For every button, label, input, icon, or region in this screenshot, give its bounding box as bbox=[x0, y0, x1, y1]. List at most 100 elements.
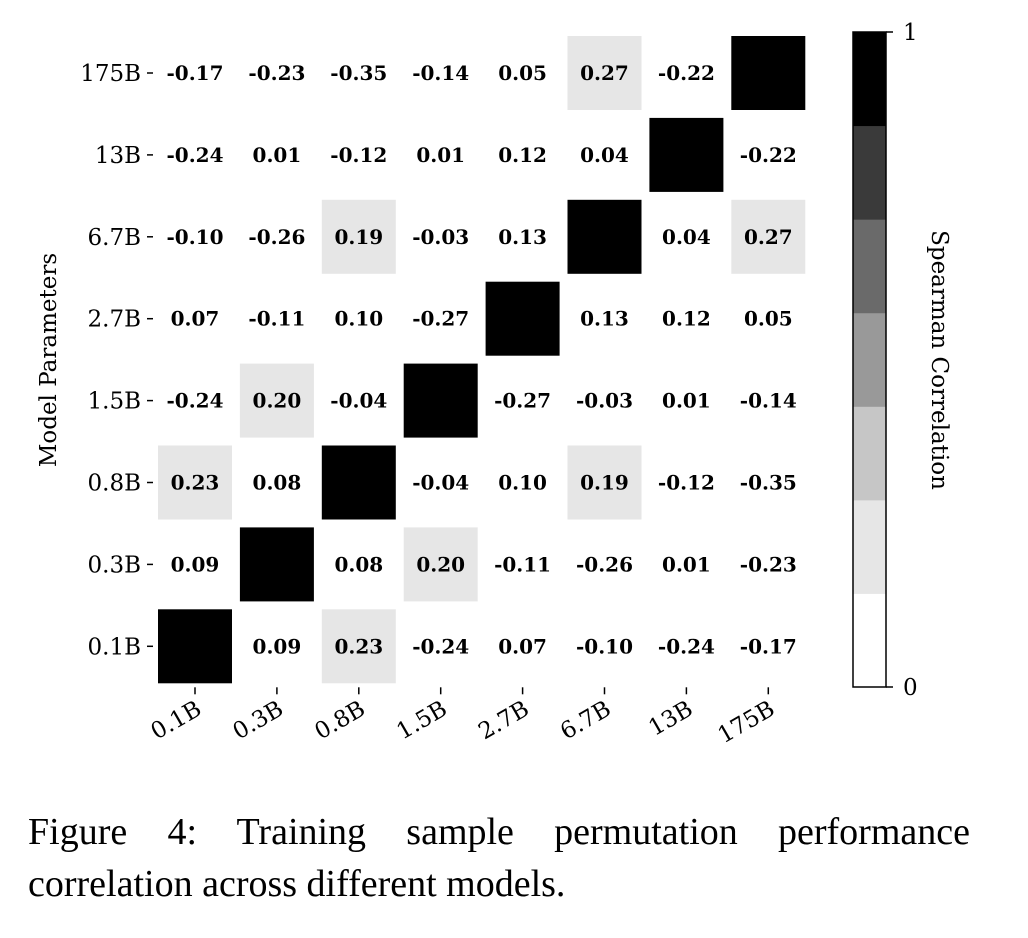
y-tick-label: 1.5B bbox=[88, 389, 141, 415]
heatmap-cell bbox=[485, 609, 560, 684]
cell-value-label: -0.27 bbox=[412, 307, 469, 331]
heatmap-cell bbox=[731, 199, 806, 274]
cell-value-label: -0.24 bbox=[166, 389, 223, 413]
cell-value-label: 0.20 bbox=[416, 552, 465, 576]
colorbar-tick-label: 0 bbox=[903, 675, 918, 701]
heatmap-cell bbox=[403, 199, 478, 274]
heatmap-cell bbox=[731, 527, 806, 602]
y-tick-label: 2.7B bbox=[88, 307, 141, 333]
heatmap-cell bbox=[321, 527, 396, 602]
colorbar-segment bbox=[853, 499, 886, 594]
heatmap-cell bbox=[403, 363, 478, 438]
heatmap-cell bbox=[239, 281, 314, 356]
cell-value-label: -0.11 bbox=[248, 307, 305, 331]
cell-value-label: 0.05 bbox=[498, 61, 547, 85]
cell-value-label: 0.01 bbox=[662, 389, 711, 413]
cell-value-label: 0.01 bbox=[416, 143, 465, 167]
cell-value-label: 0.01 bbox=[662, 552, 711, 576]
heatmap-cell bbox=[239, 117, 314, 192]
heatmap-cell bbox=[158, 363, 232, 438]
heatmap-cell bbox=[321, 36, 396, 110]
cell-value-label: -0.14 bbox=[740, 389, 797, 413]
caption-line-1: Figure 4: Training sample permutation pe… bbox=[28, 811, 970, 853]
cell-value-label: -0.03 bbox=[412, 225, 469, 249]
cell-value-label: 0.05 bbox=[744, 307, 793, 331]
x-tick-label: 0.3B bbox=[229, 696, 288, 745]
heatmap-cell bbox=[158, 609, 232, 684]
heatmap-cell bbox=[485, 281, 560, 356]
heatmap-cell bbox=[649, 445, 724, 520]
heatmap-cell bbox=[567, 609, 642, 684]
colorbar-segment bbox=[853, 312, 886, 407]
heatmap-cell bbox=[649, 36, 724, 110]
cell-value-label: -0.10 bbox=[576, 634, 633, 658]
heatmap-cell bbox=[731, 363, 806, 438]
y-tick-label: 13B bbox=[95, 143, 141, 169]
cell-value-label: 0.04 bbox=[580, 143, 629, 167]
heatmap-cell bbox=[649, 363, 724, 438]
colorbar-segment bbox=[853, 593, 886, 688]
heatmap-cell bbox=[158, 527, 232, 602]
heatmap-cell bbox=[403, 609, 478, 684]
heatmap-cell bbox=[403, 445, 478, 520]
colorbar-segment bbox=[853, 219, 886, 314]
heatmap-cell bbox=[158, 117, 232, 192]
heatmap-cell bbox=[567, 36, 642, 110]
heatmap-cell bbox=[321, 363, 396, 438]
heatmap-cell bbox=[403, 527, 478, 602]
x-tick-label: 6.7B bbox=[556, 696, 615, 745]
y-tick-label: 0.8B bbox=[88, 471, 141, 497]
cell-value-label: -0.22 bbox=[740, 143, 797, 167]
heatmap-cell bbox=[158, 199, 232, 274]
heatmap-cell bbox=[567, 445, 642, 520]
cell-value-label: 0.20 bbox=[253, 389, 302, 413]
y-tick-label: 0.3B bbox=[88, 552, 141, 578]
heatmap-cell bbox=[485, 363, 560, 438]
heatmap-cell bbox=[239, 199, 314, 274]
cell-value-label: 0.01 bbox=[253, 143, 302, 167]
cell-value-label: -0.11 bbox=[494, 552, 551, 576]
cell-value-label: 0.07 bbox=[171, 307, 220, 331]
cell-value-label: -0.23 bbox=[740, 552, 797, 576]
cell-value-label: 0.07 bbox=[498, 634, 547, 658]
heatmap-cell bbox=[485, 36, 560, 110]
cell-value-label: -0.23 bbox=[248, 61, 305, 85]
heatmap-cell bbox=[403, 117, 478, 192]
cell-value-label: 0.12 bbox=[498, 143, 547, 167]
colorbar-segment bbox=[853, 406, 886, 501]
heatmap-cell bbox=[485, 199, 560, 274]
y-axis: 175B 13B 6.7B 2.7B 1.5B 0.8B 0.3B 0.1B bbox=[80, 61, 153, 660]
x-tick-label: 0.8B bbox=[310, 696, 369, 745]
heatmap-cell bbox=[567, 527, 642, 602]
cell-value-label: 0.23 bbox=[334, 634, 383, 658]
heatmap-cell bbox=[158, 36, 232, 110]
caption-line-2: correlation across different models. bbox=[28, 863, 566, 905]
colorbar-tick-label: 1 bbox=[903, 20, 918, 46]
cell-value-label: -0.24 bbox=[658, 634, 715, 658]
y-tick-label: 175B bbox=[80, 61, 141, 87]
cell-value-label: 0.08 bbox=[334, 552, 383, 576]
heatmap-cell bbox=[731, 609, 806, 684]
cell-value-label: -0.12 bbox=[658, 471, 715, 495]
cell-value-label: 0.27 bbox=[744, 225, 793, 249]
heatmap-cell bbox=[239, 363, 314, 438]
heatmap-cell bbox=[321, 445, 396, 520]
heatmap-cell bbox=[239, 609, 314, 684]
heatmap-cell bbox=[321, 199, 396, 274]
cell-value-label: 0.04 bbox=[662, 225, 711, 249]
x-tick-label: 0.1B bbox=[147, 696, 206, 745]
heatmap-cell bbox=[485, 445, 560, 520]
heatmap-cell bbox=[731, 281, 806, 356]
cell-value-label: 0.13 bbox=[498, 225, 547, 249]
cell-value-label: -0.17 bbox=[166, 61, 223, 85]
colorbar-title: Spearman Correlation bbox=[926, 230, 952, 490]
y-axis-title: Model Parameters bbox=[36, 253, 62, 467]
cell-value-label: -0.14 bbox=[412, 61, 469, 85]
cell-value-label: 0.08 bbox=[253, 471, 302, 495]
y-tick-label: 6.7B bbox=[88, 225, 141, 251]
heatmap-cell bbox=[485, 117, 560, 192]
heatmap-cell bbox=[567, 199, 642, 274]
colorbar-segment bbox=[853, 125, 886, 220]
x-tick-label: 13B bbox=[644, 696, 697, 742]
heatmap-cell bbox=[403, 281, 478, 356]
